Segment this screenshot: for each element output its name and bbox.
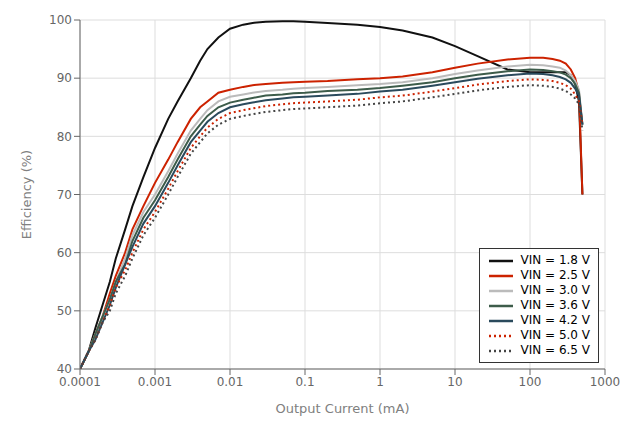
svg-text:1000: 1000 bbox=[590, 375, 621, 389]
html-text:VIN = 3.6 V: VIN = 3.6 V bbox=[520, 298, 590, 312]
svg-text:60: 60 bbox=[57, 246, 72, 260]
svg-text:0.001: 0.001 bbox=[138, 375, 172, 389]
svg-text:90: 90 bbox=[57, 71, 72, 85]
html-text:VIN = 3.0 V: VIN = 3.0 V bbox=[520, 283, 590, 297]
svg-text:0.1: 0.1 bbox=[295, 375, 314, 389]
svg-text:70: 70 bbox=[57, 188, 72, 202]
svg-text:0.01: 0.01 bbox=[217, 375, 244, 389]
html-text:VIN = 4.2 V: VIN = 4.2 V bbox=[520, 313, 590, 327]
html-text:VIN = 1.8 V: VIN = 1.8 V bbox=[520, 253, 590, 267]
svg-text:Output Current (mA): Output Current (mA) bbox=[276, 401, 410, 416]
svg-text:40: 40 bbox=[57, 362, 72, 376]
svg-text:0.0001: 0.0001 bbox=[59, 375, 101, 389]
html-text:VIN = 5.0 V: VIN = 5.0 V bbox=[520, 328, 590, 342]
html-text:VIN = 6.5 V: VIN = 6.5 V bbox=[520, 343, 590, 357]
svg-text:10: 10 bbox=[447, 375, 462, 389]
svg-text:100: 100 bbox=[49, 13, 72, 27]
svg-text:50: 50 bbox=[57, 304, 72, 318]
svg-text:1: 1 bbox=[376, 375, 384, 389]
html-text:VIN = 2.5 V: VIN = 2.5 V bbox=[520, 268, 590, 282]
svg-text:Efficiency (%): Efficiency (%) bbox=[19, 150, 34, 239]
svg-text:100: 100 bbox=[519, 375, 542, 389]
svg-text:80: 80 bbox=[57, 130, 72, 144]
